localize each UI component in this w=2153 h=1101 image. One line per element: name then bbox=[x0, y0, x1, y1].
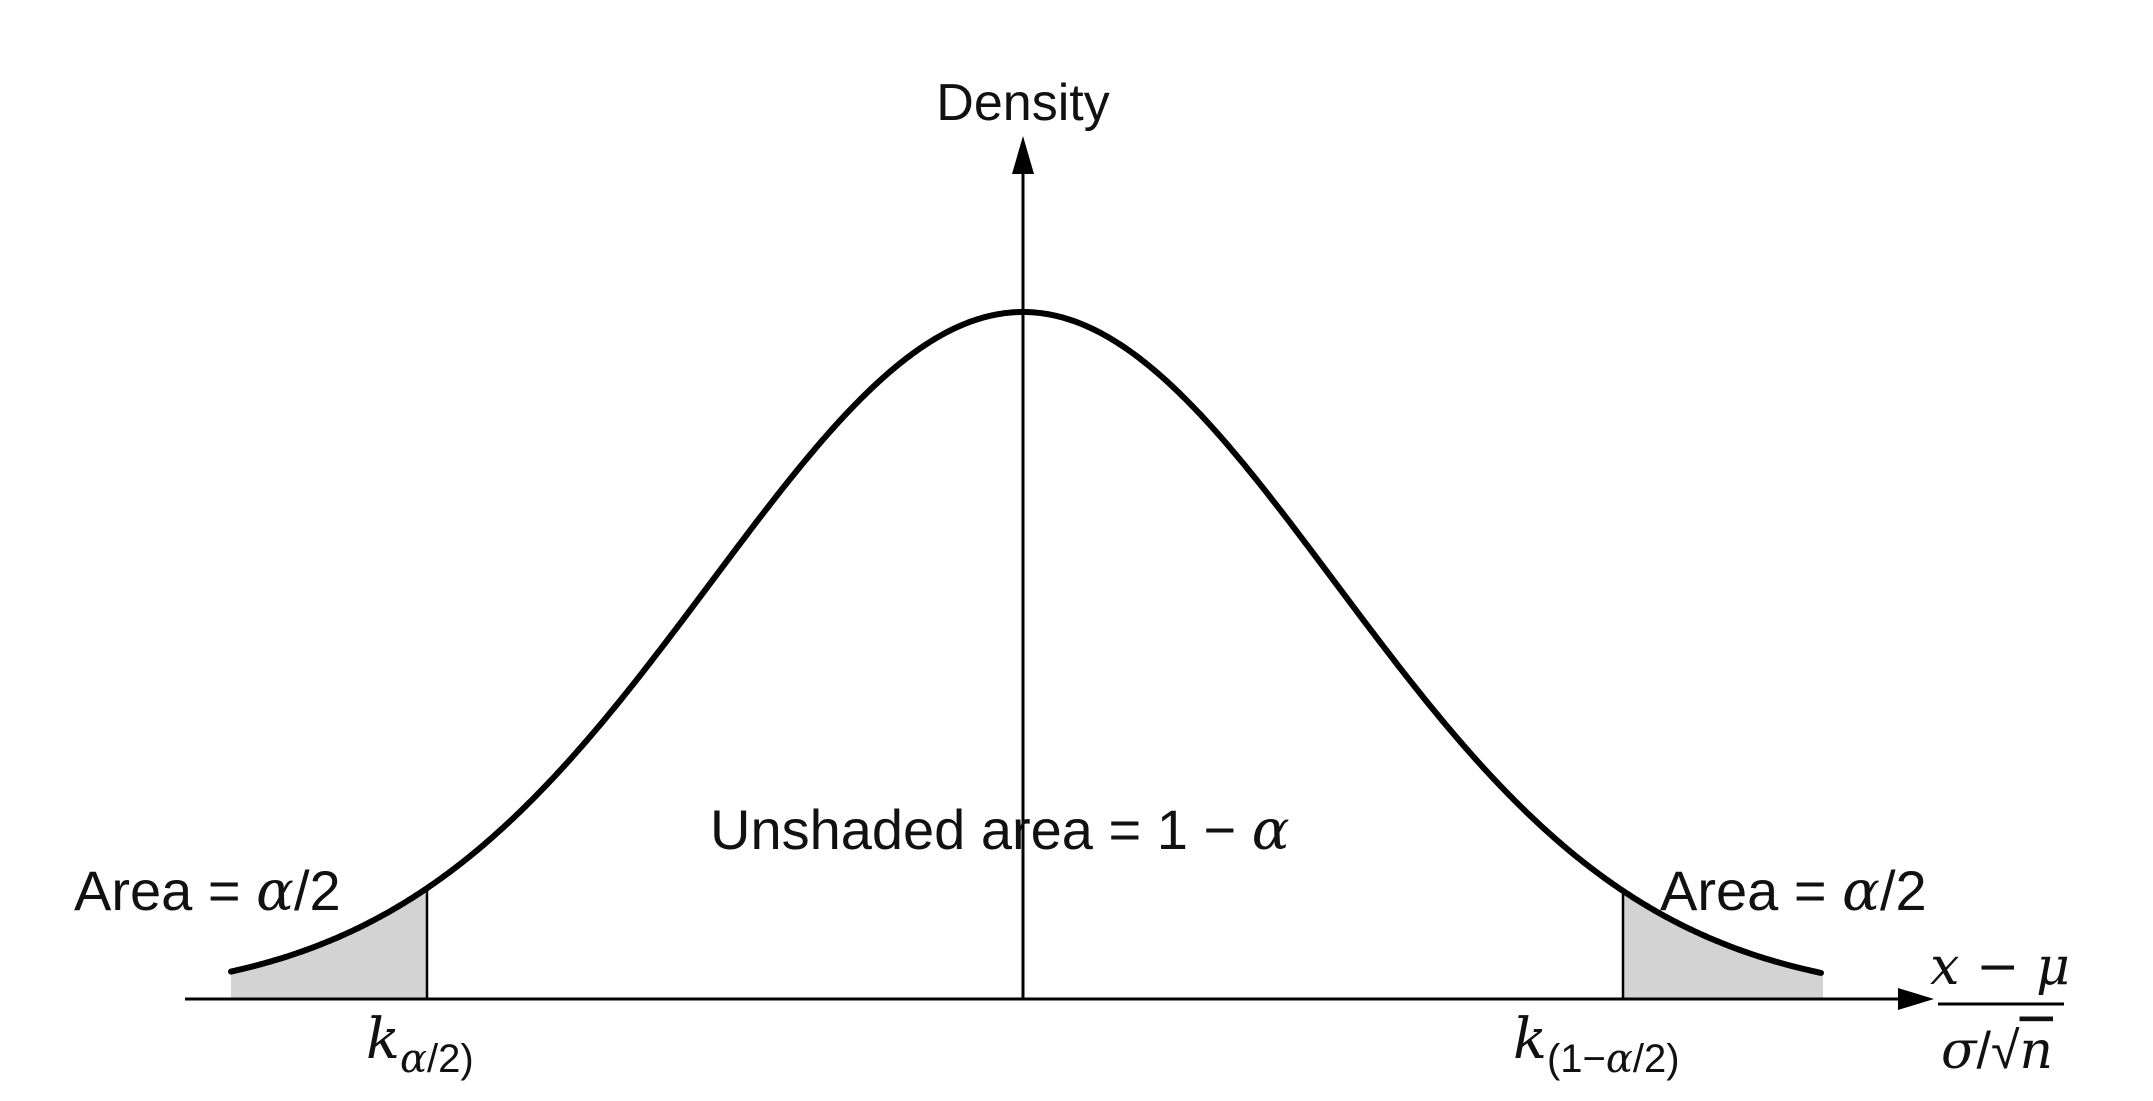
unshaded-area-label: Unshaded area = 1 − α bbox=[710, 798, 1290, 863]
x-axis-arrow-icon bbox=[1898, 988, 1934, 1010]
slash: / bbox=[1977, 1022, 1992, 1080]
alpha-symbol: α bbox=[256, 859, 294, 924]
n-symbol: n bbox=[2020, 1021, 2054, 1081]
right-critical-subscript-prefix: (1− bbox=[1547, 1037, 1606, 1081]
left-tail-area-label: Area = α/2 bbox=[74, 859, 341, 924]
right-critical-subscript: /2) bbox=[1633, 1037, 1680, 1081]
k-symbol: k bbox=[1513, 1007, 1547, 1072]
k-symbol: k bbox=[366, 1007, 400, 1072]
alpha-symbol: α bbox=[1606, 1036, 1633, 1082]
left-critical-value-label: kα/2) bbox=[366, 1007, 474, 1082]
right-critical-value-label: k(1−α/2) bbox=[1513, 1007, 1680, 1082]
y-axis-label: Density bbox=[936, 74, 1109, 132]
right-tail-area-label: Area = α/2 bbox=[1660, 859, 1927, 924]
alpha-symbol: α bbox=[1842, 859, 1880, 924]
right-tail-area-text: Area = bbox=[1660, 859, 1842, 922]
right-tail-area-suffix: /2 bbox=[1880, 859, 1927, 922]
left-critical-subscript: /2) bbox=[427, 1037, 474, 1081]
left-tail-area-suffix: /2 bbox=[294, 859, 341, 922]
x-axis-label-numerator: x − μ bbox=[1930, 937, 2070, 997]
density-curve bbox=[228, 309, 1824, 976]
alpha-symbol: α bbox=[400, 1036, 427, 1082]
y-axis-arrow-icon bbox=[1012, 136, 1034, 174]
left-tail-area-text: Area = bbox=[74, 859, 256, 922]
sqrt-icon: √ bbox=[1991, 1022, 2020, 1080]
alpha-symbol: α bbox=[1252, 798, 1290, 863]
sigma-symbol: σ bbox=[1941, 1021, 1978, 1081]
x-axis-label: x − μ σ/√n bbox=[1930, 937, 2070, 1081]
unshaded-area-text: Unshaded area = 1 − bbox=[710, 798, 1252, 861]
x-axis-label-denominator: σ/√n bbox=[1941, 1021, 2053, 1081]
